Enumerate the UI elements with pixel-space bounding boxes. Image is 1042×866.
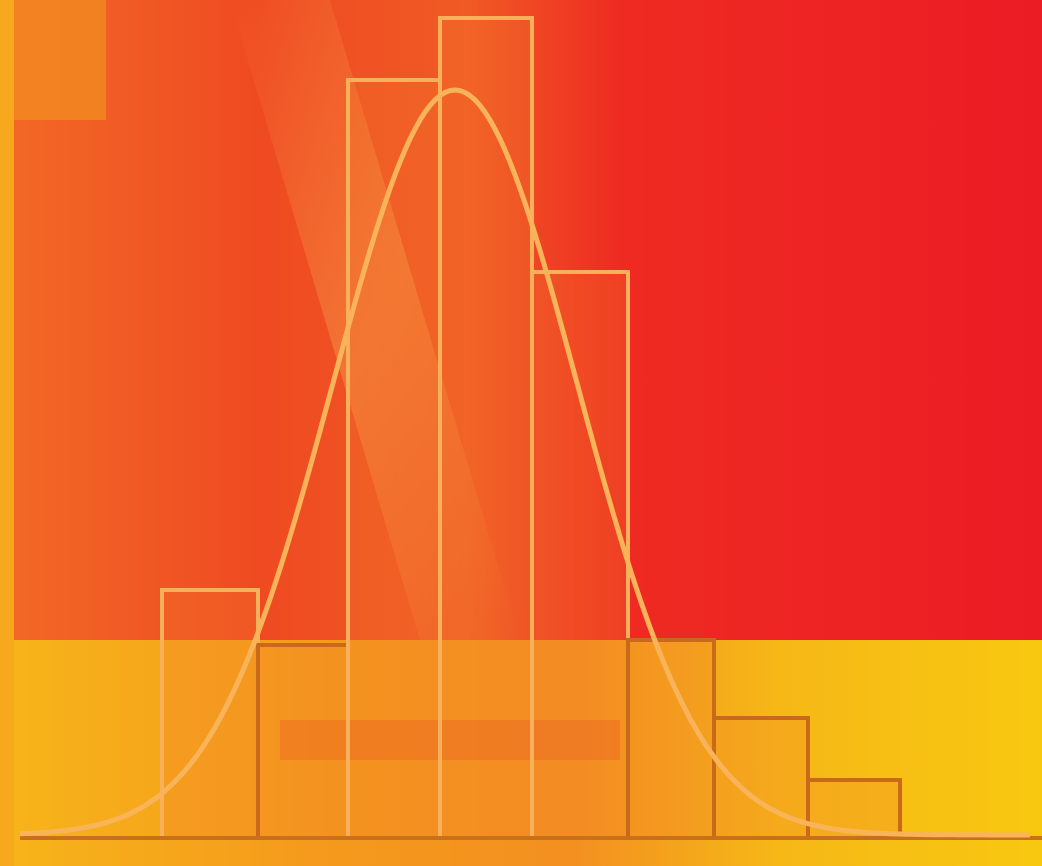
illustration <box>0 0 1042 866</box>
corner-block <box>14 0 106 120</box>
histogram-bar <box>348 80 440 838</box>
histogram-bar <box>162 590 258 838</box>
histogram-bar <box>532 272 628 838</box>
left-edge <box>0 0 14 866</box>
histogram-bar <box>440 18 532 838</box>
histogram-bar <box>258 645 348 838</box>
